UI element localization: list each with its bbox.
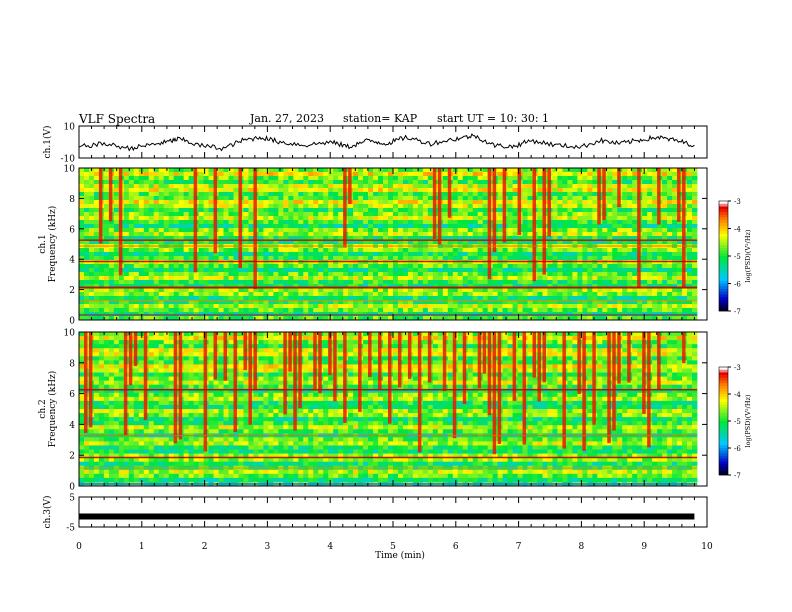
y-tick-label: -5: [66, 524, 75, 534]
y-tick-label: 8: [69, 195, 75, 205]
y-axis-label: Frequency (kHz): [47, 206, 58, 283]
date-label: Jan. 27, 2023: [250, 112, 325, 125]
colorbar-tick-label: -5: [734, 253, 741, 261]
y-axis-label: ch.3(V): [42, 496, 53, 529]
colorbar-tick-label: -4: [734, 226, 741, 234]
y-tick-label: 5: [69, 494, 75, 504]
y-tick-label: 0: [69, 317, 75, 327]
x-tick-label: 1: [139, 542, 145, 552]
start-time-label: start UT = 10: 30: 1: [437, 112, 550, 125]
colorbar-tick-label: -7: [734, 472, 741, 480]
colorbar-tick-label: -7: [734, 308, 741, 316]
colorbar-label: log(PSD)(V²/Hz): [744, 394, 752, 447]
colorbar-tick-label: -6: [734, 281, 741, 289]
x-axis-label: Time (min): [375, 550, 425, 561]
x-tick-label: 7: [516, 542, 522, 552]
colorbar-tick-label: -4: [734, 391, 741, 399]
ch1-trace: [78, 133, 695, 152]
y-tick-label: 2: [69, 286, 75, 296]
spectrogram-ch1: [79, 168, 707, 321]
y-tick-label: 0: [69, 483, 75, 493]
y-tick-label: 10: [64, 329, 76, 339]
colorbar-tick-label: -3: [734, 198, 741, 206]
spectrogram-ch2: [79, 332, 707, 487]
x-tick-label: 6: [453, 542, 459, 552]
colorbar-tick-label: -5: [734, 418, 741, 426]
x-tick-label: 5: [390, 542, 396, 552]
x-tick-label: 9: [641, 542, 647, 552]
x-tick-label: 10: [701, 542, 713, 552]
chart-title: VLF Spectra: [79, 112, 156, 126]
y-axis-label: ch.1(V): [42, 126, 53, 159]
colorbar-label: log(PSD)(V²/Hz): [744, 229, 752, 282]
y-tick-label: 2: [69, 452, 75, 462]
y-tick-label: 10: [64, 165, 76, 175]
y-tick-label: 8: [69, 359, 75, 369]
colorbar-tick-label: -6: [734, 445, 741, 453]
colorbar: -3 -4 -5 -6 -7 log(PSD)(V²/Hz): [718, 198, 752, 316]
y-tick-label: 6: [69, 390, 75, 400]
x-tick-label: 4: [327, 542, 333, 552]
colorbar: -3 -4 -5 -6 -7 log(PSD)(V²/Hz): [718, 364, 752, 480]
y-axis-label: ch.2: [38, 399, 48, 418]
colorbar-tick-label: -3: [734, 364, 741, 372]
y-tick-label: 10: [64, 123, 76, 133]
station-label: station= KAP: [343, 112, 418, 125]
x-tick-label: 2: [202, 542, 208, 552]
y-tick-label: 4: [69, 256, 75, 266]
x-tick-label: 3: [265, 542, 271, 552]
y-tick-label: 6: [69, 225, 75, 235]
y-axis-label: Frequency (kHz): [47, 371, 58, 448]
y-tick-label: 4: [69, 421, 75, 431]
x-tick-label: 8: [579, 542, 585, 552]
ch1-waveform: [78, 133, 695, 152]
y-axis-label: ch.1: [38, 234, 48, 253]
y-tick-label: -10: [61, 155, 76, 165]
x-tick-label: 0: [76, 542, 82, 552]
